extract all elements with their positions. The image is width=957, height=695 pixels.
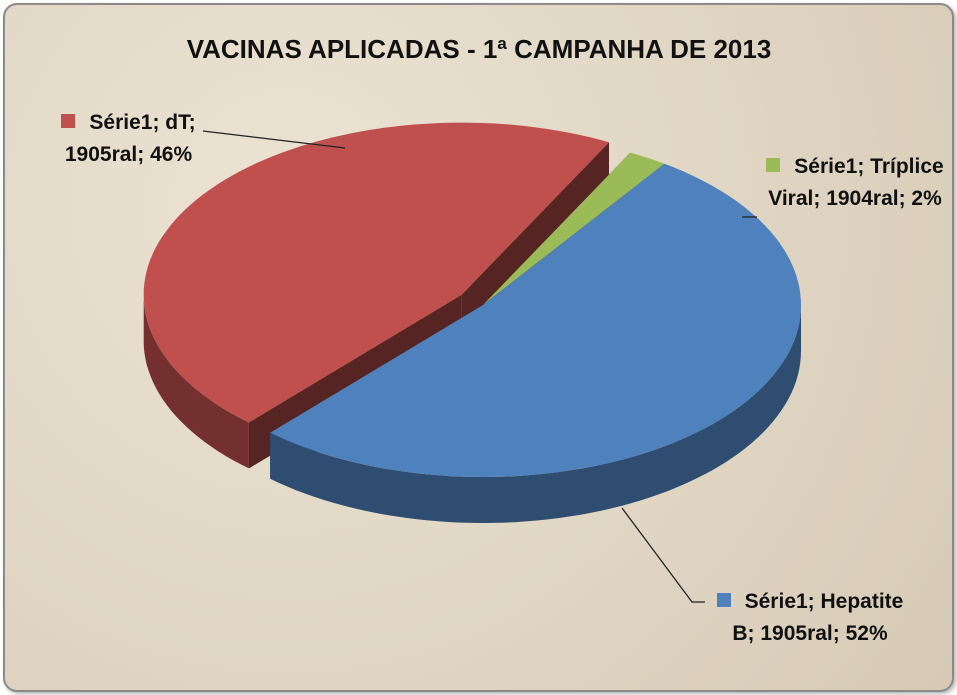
data-label: Série1; Tríplice Viral; 1904ral; 2% [755,151,952,215]
label-text: Série1; Tríplice Viral; 1904ral; 2% [768,155,944,210]
slice [483,152,665,305]
pie [143,122,801,523]
data-label: Série1; Hepatite B; 1905ral; 52% [715,586,905,650]
label-text: Série1; dT; 1905ral; 46% [64,111,196,166]
chart: VACINAS APLICADAS - 1ª CAMPANHA DE 2013 [143,34,801,603]
legend-key [766,158,781,172]
chart-title: VACINAS APLICADAS - 1ª CAMPANHA DE 2013 [187,34,772,64]
chart-area: VACINAS APLICADAS - 1ª CAMPANHA DE 2013 … [3,3,954,692]
data-label: Série1; dT; 1905ral; 46% [21,107,236,171]
slice [270,163,801,478]
legend-key [716,593,731,607]
slice-side [270,305,801,523]
leader-line [621,507,705,603]
slice-side [143,294,249,469]
legend-key [61,114,76,128]
slice [143,122,609,423]
label-text: Série1; Hepatite B; 1905ral; 52% [732,590,904,645]
leader-line [202,130,346,149]
